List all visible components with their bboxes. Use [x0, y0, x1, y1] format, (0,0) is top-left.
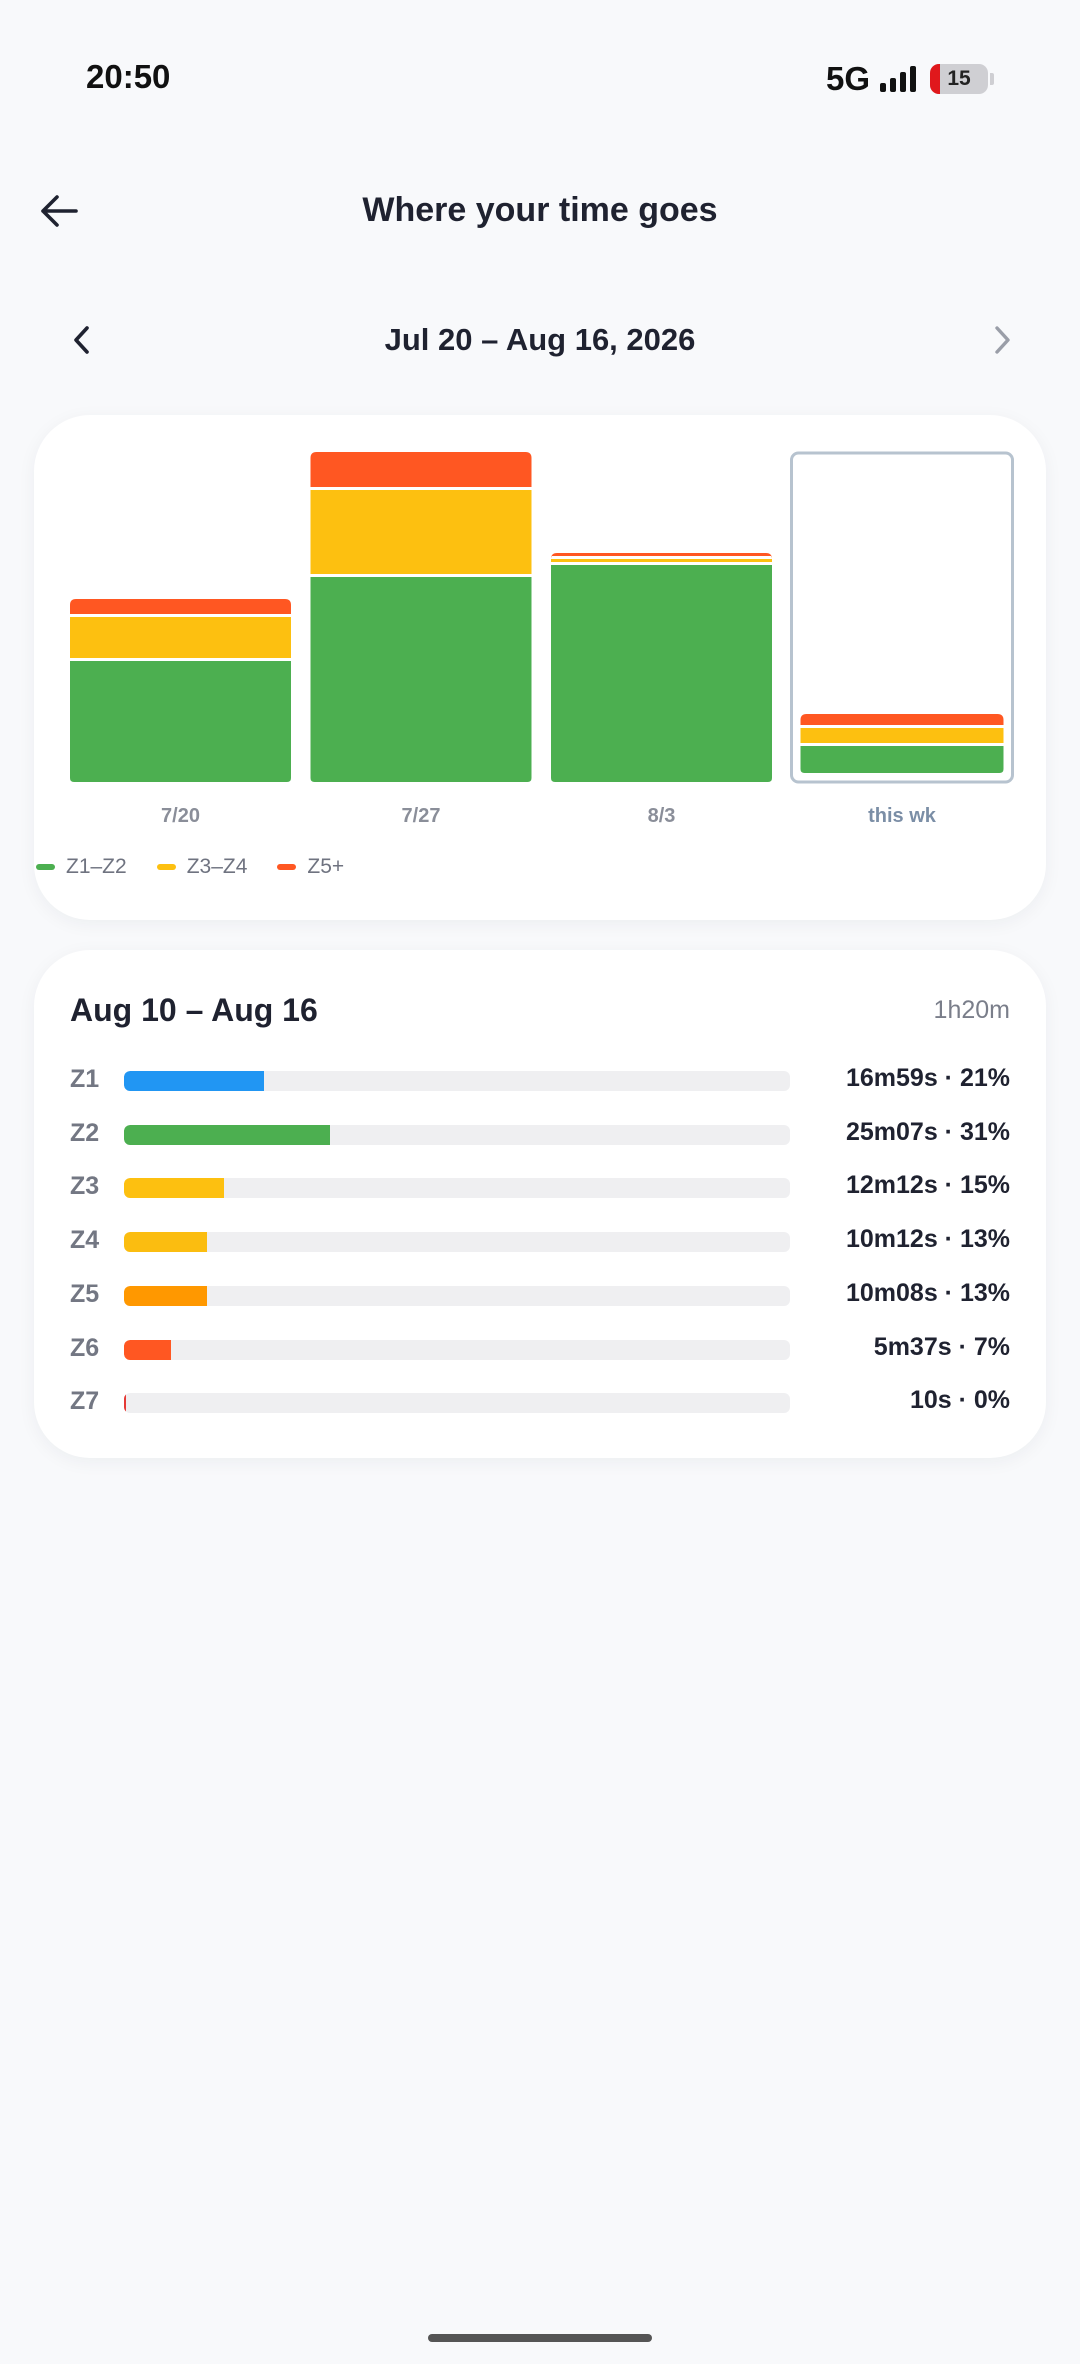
- zone-time-value: 5m37s · 7%: [873, 1332, 1010, 1361]
- zone-bar-track: [124, 1124, 790, 1145]
- zone-label: Z7: [70, 1387, 100, 1416]
- zone-bar-fill: [124, 1285, 208, 1306]
- zone-row-z3: Z3 12m12s · 15%: [70, 1168, 1010, 1208]
- zone-label: Z6: [70, 1333, 100, 1362]
- zone-row-z4: Z4 10m12s · 13%: [70, 1222, 1010, 1262]
- selected-week-outline[interactable]: [790, 451, 1014, 784]
- zone-time-value: 25m07s · 31%: [845, 1117, 1010, 1146]
- battery-level: 15: [947, 67, 971, 90]
- bar-segment-z3-z4-7-20[interactable]: [70, 617, 291, 658]
- zone-bar-track: [124, 1285, 790, 1306]
- bar-segment-z1-z2-7-27[interactable]: [310, 577, 532, 782]
- bar-segment-z3-z4-8-3[interactable]: [551, 559, 772, 562]
- bar-segment-z1-z2-8-3[interactable]: [551, 565, 772, 782]
- bar-segment-z3-z4-this-wk[interactable]: [800, 728, 1004, 743]
- legend-label: Z1–Z2: [66, 855, 127, 878]
- bar-segment-z3-z4-7-27[interactable]: [310, 490, 532, 574]
- legend-item: Z3–Z4: [156, 855, 248, 879]
- next-period-button[interactable]: [980, 318, 1024, 362]
- home-indicator[interactable]: [428, 2334, 652, 2342]
- bar-segment-z5--7-20[interactable]: [70, 599, 291, 614]
- zones-period-title: Aug 10 – Aug 16: [70, 992, 318, 1028]
- zone-breakdown-card: Aug 10 – Aug 16 1h20m Z1 16m59s · 21% Z2 25…: [34, 950, 1046, 1458]
- legend-item: Z1–Z2: [36, 855, 127, 879]
- bar-segment-z5--this-wk[interactable]: [800, 714, 1004, 725]
- zone-time-value: 12m12s · 15%: [845, 1171, 1010, 1200]
- zone-bar-track: [124, 1339, 790, 1360]
- zone-bar-track: [124, 1071, 790, 1091]
- legend-label: Z3–Z4: [186, 855, 248, 878]
- bar-segment-z5--8-3[interactable]: [551, 553, 772, 559]
- x-tick-label: 7/20: [161, 805, 200, 827]
- zone-row-z5: Z5 10m08s · 13%: [70, 1276, 1010, 1316]
- x-tick-label: 8/3: [648, 805, 676, 827]
- zone-row-z2: Z2 25m07s · 31%: [70, 1115, 1010, 1155]
- zone-bar-fill: [124, 1178, 224, 1199]
- zone-bar-track: [124, 1393, 790, 1414]
- stacked-bar-chart: 7/20 7/27 8/3 this wk: [70, 451, 1014, 827]
- status-indicators: 5G 15: [826, 60, 994, 98]
- zone-label: Z1: [70, 1065, 100, 1093]
- zone-label: Z3: [70, 1172, 100, 1201]
- zone-bar-track: [124, 1232, 790, 1253]
- legend-swatch: [36, 864, 55, 870]
- zone-bar-fill: [124, 1071, 264, 1091]
- chart-legend: Z1–Z2 Z3–Z4 Z5+: [36, 855, 344, 879]
- zone-label: Z4: [70, 1226, 100, 1255]
- page-title: Where your time goes: [362, 191, 718, 229]
- zone-time-value: 10m08s · 13%: [845, 1278, 1010, 1307]
- legend-label: Z5+: [307, 855, 345, 878]
- zone-bar-fill: [124, 1124, 331, 1145]
- zone-time-value: 10s · 0%: [909, 1386, 1010, 1415]
- date-range: Jul 20 – Aug 16, 2026: [384, 322, 696, 357]
- arrow-left-icon: [41, 195, 78, 227]
- chevron-left-icon: [74, 326, 89, 354]
- bar-segment-z5--7-27[interactable]: [310, 452, 532, 487]
- status-time: 20:50: [86, 58, 171, 95]
- battery-icon: 15: [930, 64, 988, 94]
- legend-swatch: [156, 864, 176, 870]
- battery-cap: [990, 73, 994, 85]
- signal-icon: [880, 66, 916, 92]
- zone-label: Z2: [70, 1118, 100, 1147]
- bar-segment-z1-z2-this-wk[interactable]: [800, 746, 1004, 773]
- zones-total-time: 1h20m: [933, 996, 1010, 1024]
- x-tick-label: this wk: [868, 805, 937, 827]
- zone-row-z6: Z6 5m37s · 7%: [70, 1330, 1010, 1370]
- zone-row-z7: Z7 10s · 0%: [70, 1383, 1010, 1423]
- zone-row-z1: Z1 16m59s · 21%: [70, 1061, 1010, 1101]
- legend-swatch: [277, 864, 297, 870]
- chevron-right-icon: [995, 326, 1010, 354]
- zone-time-value: 10m12s · 13%: [845, 1225, 1010, 1254]
- zone-bar-fill: [124, 1339, 171, 1360]
- back-button[interactable]: [34, 186, 84, 236]
- legend-item: Z5+: [277, 855, 344, 879]
- zone-bar-fill: [124, 1393, 126, 1414]
- zone-time-value: 16m59s · 21%: [845, 1064, 1010, 1092]
- bar-segment-z1-z2-7-20[interactable]: [70, 661, 291, 782]
- zone-bar-track: [124, 1178, 790, 1199]
- previous-period-button[interactable]: [60, 318, 104, 362]
- zone-bar-fill: [124, 1232, 208, 1253]
- x-tick-label: 7/27: [402, 805, 441, 827]
- network-type: 5G: [825, 60, 870, 97]
- zone-label: Z5: [70, 1279, 100, 1308]
